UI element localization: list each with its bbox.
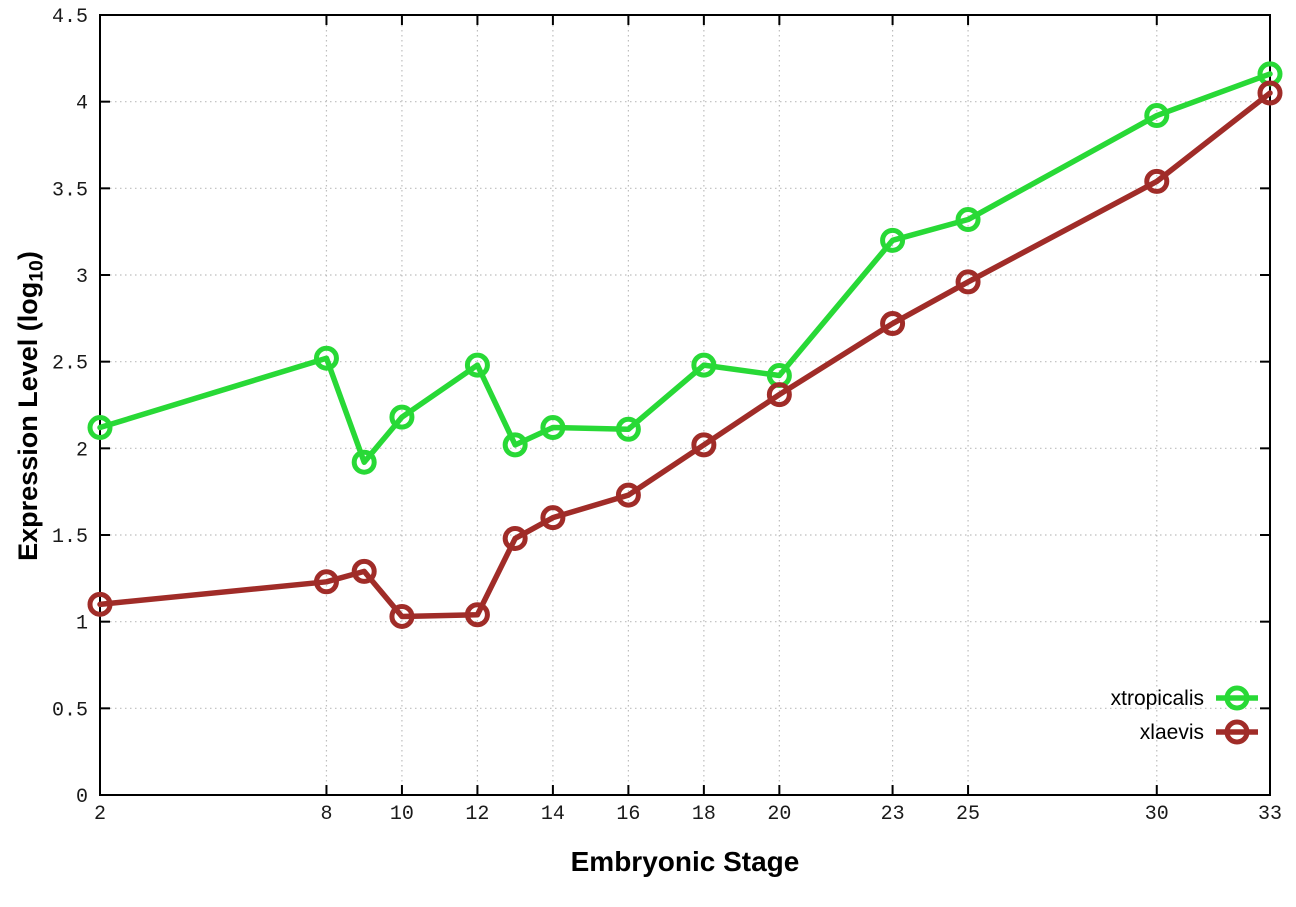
legend-sample-marker-xtropicalis — [1224, 685, 1250, 711]
data-point-xlaevis — [464, 602, 490, 628]
data-point-xlaevis — [502, 525, 528, 551]
x-tick-label: 12 — [465, 803, 489, 826]
x-tick-label: 10 — [390, 803, 414, 826]
x-tick-label: 2 — [94, 803, 106, 826]
y-tick-label: 2.5 — [52, 353, 88, 376]
x-tick-label: 18 — [692, 803, 716, 826]
data-point-xtropicalis — [351, 449, 377, 475]
x-tick-label: 20 — [767, 803, 791, 826]
data-point-xtropicalis — [540, 415, 566, 441]
y-tick-label: 2 — [76, 439, 88, 462]
series-line-xlaevis — [97, 90, 1273, 620]
data-point-xtropicalis — [691, 352, 717, 378]
x-tick-label: 23 — [881, 803, 905, 826]
data-point-xlaevis — [615, 482, 641, 508]
data-point-xlaevis — [880, 311, 906, 337]
x-tick-label: 14 — [541, 803, 565, 826]
data-point-xlaevis — [351, 558, 377, 584]
data-point-xlaevis — [540, 505, 566, 531]
data-point-xlaevis — [313, 569, 339, 595]
legend-label-xtropicalis: xtropicalis — [1111, 687, 1204, 710]
plot-border — [99, 14, 1271, 796]
data-point-xlaevis — [1144, 168, 1170, 194]
y-tick-label: 4 — [76, 93, 88, 116]
data-point-xlaevis — [1257, 80, 1283, 106]
y-tick-label: 1 — [76, 613, 88, 636]
data-point-xtropicalis — [87, 415, 113, 441]
data-point-xtropicalis — [389, 404, 415, 430]
y-tick-label: 0 — [76, 786, 88, 809]
data-point-xtropicalis — [880, 227, 906, 253]
y-tick-label: 0.5 — [52, 699, 88, 722]
x-tick-label: 25 — [956, 803, 980, 826]
data-point-xtropicalis — [955, 207, 981, 233]
data-point-xlaevis — [691, 432, 717, 458]
data-point-xlaevis — [955, 269, 981, 295]
data-point-xtropicalis — [464, 352, 490, 378]
legend-sample-marker-xlaevis — [1224, 719, 1250, 745]
data-point-xtropicalis — [313, 345, 339, 371]
data-point-xlaevis — [766, 382, 792, 408]
legend-label-xlaevis: xlaevis — [1140, 721, 1204, 744]
data-point-xtropicalis — [502, 432, 528, 458]
x-tick-label: 8 — [320, 803, 332, 826]
data-point-xlaevis — [389, 603, 415, 629]
y-tick-label: 4.5 — [52, 6, 88, 29]
data-point-xtropicalis — [1144, 103, 1170, 129]
y-tick-label: 1.5 — [52, 526, 88, 549]
data-point-xlaevis — [87, 591, 113, 617]
x-tick-label: 16 — [616, 803, 640, 826]
data-point-xtropicalis — [615, 416, 641, 442]
x-tick-label: 30 — [1145, 803, 1169, 826]
y-tick-label: 3 — [76, 266, 88, 289]
x-tick-label: 33 — [1258, 803, 1282, 826]
series-line-xtropicalis — [97, 71, 1273, 465]
y-tick-label: 3.5 — [52, 179, 88, 202]
x-axis-title: Embryonic Stage — [570, 846, 800, 877]
